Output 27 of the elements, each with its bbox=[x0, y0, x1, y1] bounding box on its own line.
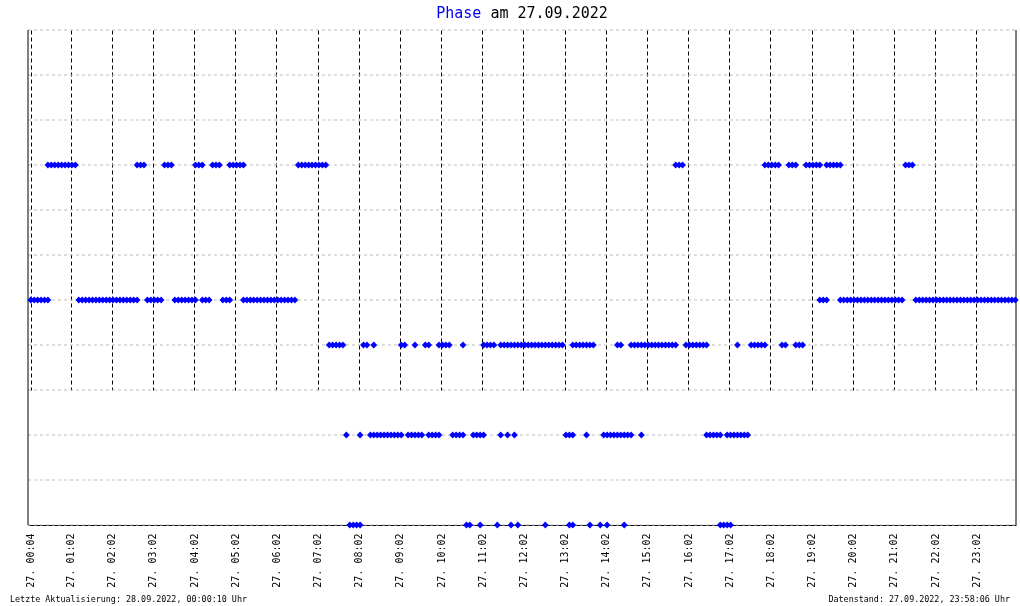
x-tick-label: 27. 11:02 bbox=[476, 533, 488, 588]
text: Datenstand: 27.09.2022, 23:58:06 Uhr bbox=[828, 594, 1010, 604]
x-tick-label: 27. 14:02 bbox=[600, 533, 612, 588]
x-tick-label: 27. 20:02 bbox=[847, 533, 859, 588]
x-tick-label: 27. 15:02 bbox=[641, 533, 653, 588]
x-tick-label: 27. 12:02 bbox=[517, 533, 529, 588]
x-tick-label: 27. 03:02 bbox=[147, 533, 159, 588]
x-tick-label: 27. 10:02 bbox=[435, 533, 447, 588]
x-tick-label: 27. 23:02 bbox=[970, 533, 982, 588]
text: Letzte Aktualisierung: 28.09.2022, 00:00:10 Uhr bbox=[10, 594, 247, 604]
x-tick-label: 27. 02:02 bbox=[106, 533, 118, 588]
x-tick-label: 27. 17:02 bbox=[723, 533, 735, 588]
x-tick-label: 27. 22:02 bbox=[929, 533, 941, 588]
x-tick-label: 27. 04:02 bbox=[188, 533, 200, 588]
x-tick-label: 27. 08:02 bbox=[353, 533, 365, 588]
x-tick-label: 27. 16:02 bbox=[682, 533, 694, 588]
x-tick-label: 27. 05:02 bbox=[229, 533, 241, 588]
x-tick-label: 27. 19:02 bbox=[806, 533, 818, 588]
x-tick-label: 27. 01:02 bbox=[65, 533, 77, 588]
chart-title: Phase am 27.09.2022 bbox=[436, 4, 608, 22]
x-tick-label: 27. 13:02 bbox=[559, 533, 571, 588]
x-tick-label: 27. 00:04 bbox=[25, 533, 37, 588]
x-tick-label: 27. 09:02 bbox=[394, 533, 406, 588]
x-tick-label: 27. 18:02 bbox=[764, 533, 776, 588]
x-tick-label: 27. 06:02 bbox=[270, 533, 282, 588]
x-tick-label: 27. 07:02 bbox=[312, 533, 324, 588]
x-tick-label: 27. 21:02 bbox=[888, 533, 900, 588]
